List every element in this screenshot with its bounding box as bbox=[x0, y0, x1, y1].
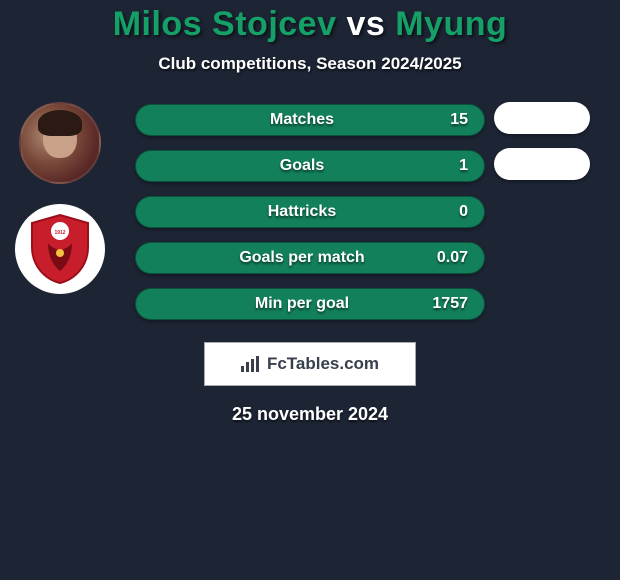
subtitle: Club competitions, Season 2024/2025 bbox=[0, 54, 620, 74]
page-title: Milos Stojcev vs Myung bbox=[0, 5, 620, 44]
source-logo-box: FcTables.com bbox=[204, 342, 416, 386]
stat-value: 0 bbox=[432, 203, 468, 221]
left-column: 1912 bbox=[0, 102, 120, 294]
stat-rows: Matches 15 Goals 1 Hattricks 0 Goals per… bbox=[135, 104, 485, 320]
vs-text: vs bbox=[346, 5, 385, 43]
content-area: 1912 Matches 15 Goals 1 Hattricks 0 bbox=[0, 104, 620, 320]
club-badge: 1912 bbox=[15, 204, 105, 294]
stat-label: Goals per match bbox=[239, 249, 364, 267]
stat-label: Hattricks bbox=[268, 203, 336, 221]
player1-name: Milos Stojcev bbox=[113, 5, 337, 43]
player2-name: Myung bbox=[395, 5, 507, 43]
date-text: 25 november 2024 bbox=[0, 404, 620, 425]
stat-row-matches: Matches 15 bbox=[135, 104, 485, 136]
stat-value: 1757 bbox=[432, 295, 468, 313]
stat-value: 15 bbox=[432, 111, 468, 129]
bar-chart-icon bbox=[241, 356, 261, 372]
stat-row-min-per-goal: Min per goal 1757 bbox=[135, 288, 485, 320]
stat-label: Min per goal bbox=[255, 295, 349, 313]
source-logo-text: FcTables.com bbox=[267, 354, 379, 374]
right-column bbox=[494, 102, 614, 180]
stat-value: 0.07 bbox=[432, 249, 468, 267]
stat-label: Matches bbox=[270, 111, 334, 129]
player2-pill bbox=[494, 102, 590, 134]
player-avatar bbox=[19, 102, 101, 184]
player2-pill bbox=[494, 148, 590, 180]
stat-label: Goals bbox=[280, 157, 324, 175]
club-shield-icon: 1912 bbox=[28, 213, 92, 285]
svg-text:1912: 1912 bbox=[54, 230, 65, 236]
stat-row-goals-per-match: Goals per match 0.07 bbox=[135, 242, 485, 274]
stat-value: 1 bbox=[432, 157, 468, 175]
stat-row-goals: Goals 1 bbox=[135, 150, 485, 182]
comparison-infographic: Milos Stojcev vs Myung Club competitions… bbox=[0, 0, 620, 425]
stat-row-hattricks: Hattricks 0 bbox=[135, 196, 485, 228]
